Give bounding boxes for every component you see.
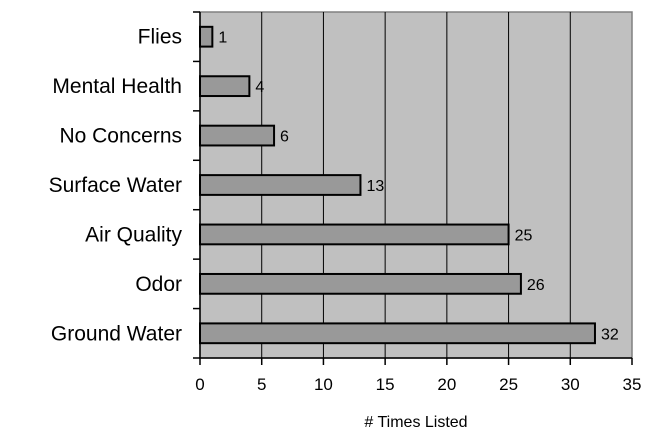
x-tick-label-4: 20 (437, 375, 456, 394)
category-label-0: Flies (138, 26, 182, 49)
data-label-5: 26 (527, 277, 545, 294)
x-tick-label-2: 10 (314, 375, 333, 394)
data-label-1: 4 (255, 79, 264, 96)
category-label-4: Air Quality (85, 223, 182, 246)
bar-1 (199, 75, 251, 98)
category-label-2: No Concerns (59, 125, 182, 148)
bar-4 (199, 223, 510, 246)
category-label-6: Ground Water (51, 322, 182, 345)
category-label-1: Mental Health (52, 75, 182, 98)
bar-6 (199, 322, 596, 345)
data-label-0: 1 (218, 30, 227, 47)
bar-3 (199, 174, 362, 196)
labels: 1 Flies 4 Mental Health 6 No Concerns 13 Surfac… (49, 26, 642, 394)
category-label-5: Odor (135, 273, 182, 296)
x-tick-label-3: 15 (376, 375, 395, 394)
bar-2 (199, 124, 276, 147)
bar-5 (199, 272, 522, 295)
x-axis-title: # Times Listed (364, 414, 467, 431)
x-tick-label-5: 25 (499, 375, 518, 394)
bar-0 (199, 25, 214, 48)
data-label-4: 25 (515, 227, 533, 244)
category-label-3: Surface Water (49, 174, 182, 197)
data-label-6: 32 (601, 326, 619, 343)
bars (199, 25, 596, 345)
x-tick-label-6: 30 (561, 375, 580, 394)
x-tick-label-1: 5 (257, 375, 266, 394)
x-tick-label-0: 0 (195, 375, 204, 394)
data-label-3: 13 (366, 178, 384, 195)
x-tick-label-7: 35 (623, 375, 642, 394)
axes (193, 11, 633, 365)
gridlines (261, 12, 571, 358)
data-label-2: 6 (280, 129, 289, 146)
